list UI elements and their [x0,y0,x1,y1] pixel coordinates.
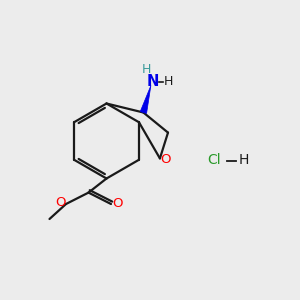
Text: N: N [147,74,160,89]
Text: O: O [161,153,171,166]
Text: O: O [112,197,122,210]
Text: H: H [239,154,249,167]
Text: H: H [164,75,174,88]
Text: H: H [142,63,152,76]
Text: Cl: Cl [208,154,221,167]
Text: O: O [55,196,65,209]
Polygon shape [140,85,151,113]
